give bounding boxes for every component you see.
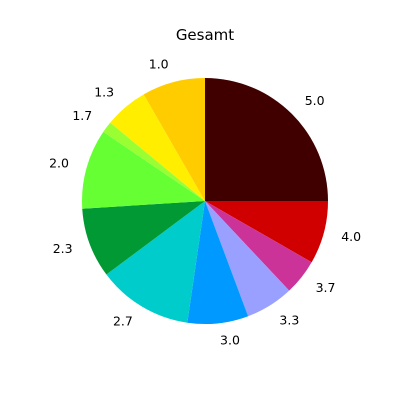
pie-label-3-0: 3.0 (220, 333, 240, 348)
pie-slice-4-0 (205, 201, 328, 263)
pie-label-1-7: 1.7 (72, 108, 92, 123)
pie-labels: 5.0 4.0 3.7 3.3 3.0 2.7 2.3 2.0 1.71.3 1.0 (49, 56, 361, 347)
pie-label-4-0: 4.0 (341, 229, 361, 244)
pie-slice-2-7 (106, 201, 205, 323)
pie-slice-5-0 (205, 78, 328, 201)
pie-label-2-7: 2.7 (113, 314, 133, 329)
pie-label-2-0: 2.0 (49, 155, 69, 170)
pie-label-1-3: 1.3 (94, 85, 114, 100)
chart-title: Gesamt (176, 26, 234, 44)
pie-slice-1-0 (143, 78, 205, 201)
pie-label-1-0: 1.0 (149, 56, 169, 71)
pie-slice-2-3 (82, 201, 205, 275)
pie-label-2-3: 2.3 (53, 241, 73, 256)
pie-label-5-0: 5.0 (305, 93, 325, 108)
pie-slice-3-7 (205, 201, 312, 291)
pie-label-3-7: 3.7 (316, 280, 336, 295)
pie-slice-1-3 (110, 94, 205, 201)
pie-slices (81, 78, 328, 325)
pie-slice-1-7 (103, 122, 205, 201)
pie-slice-3-0 (187, 201, 249, 325)
pie-slice-3-3 (205, 201, 290, 317)
pie-label-3-3: 3.3 (279, 312, 299, 327)
pie-slice-2-0 (81, 131, 205, 209)
